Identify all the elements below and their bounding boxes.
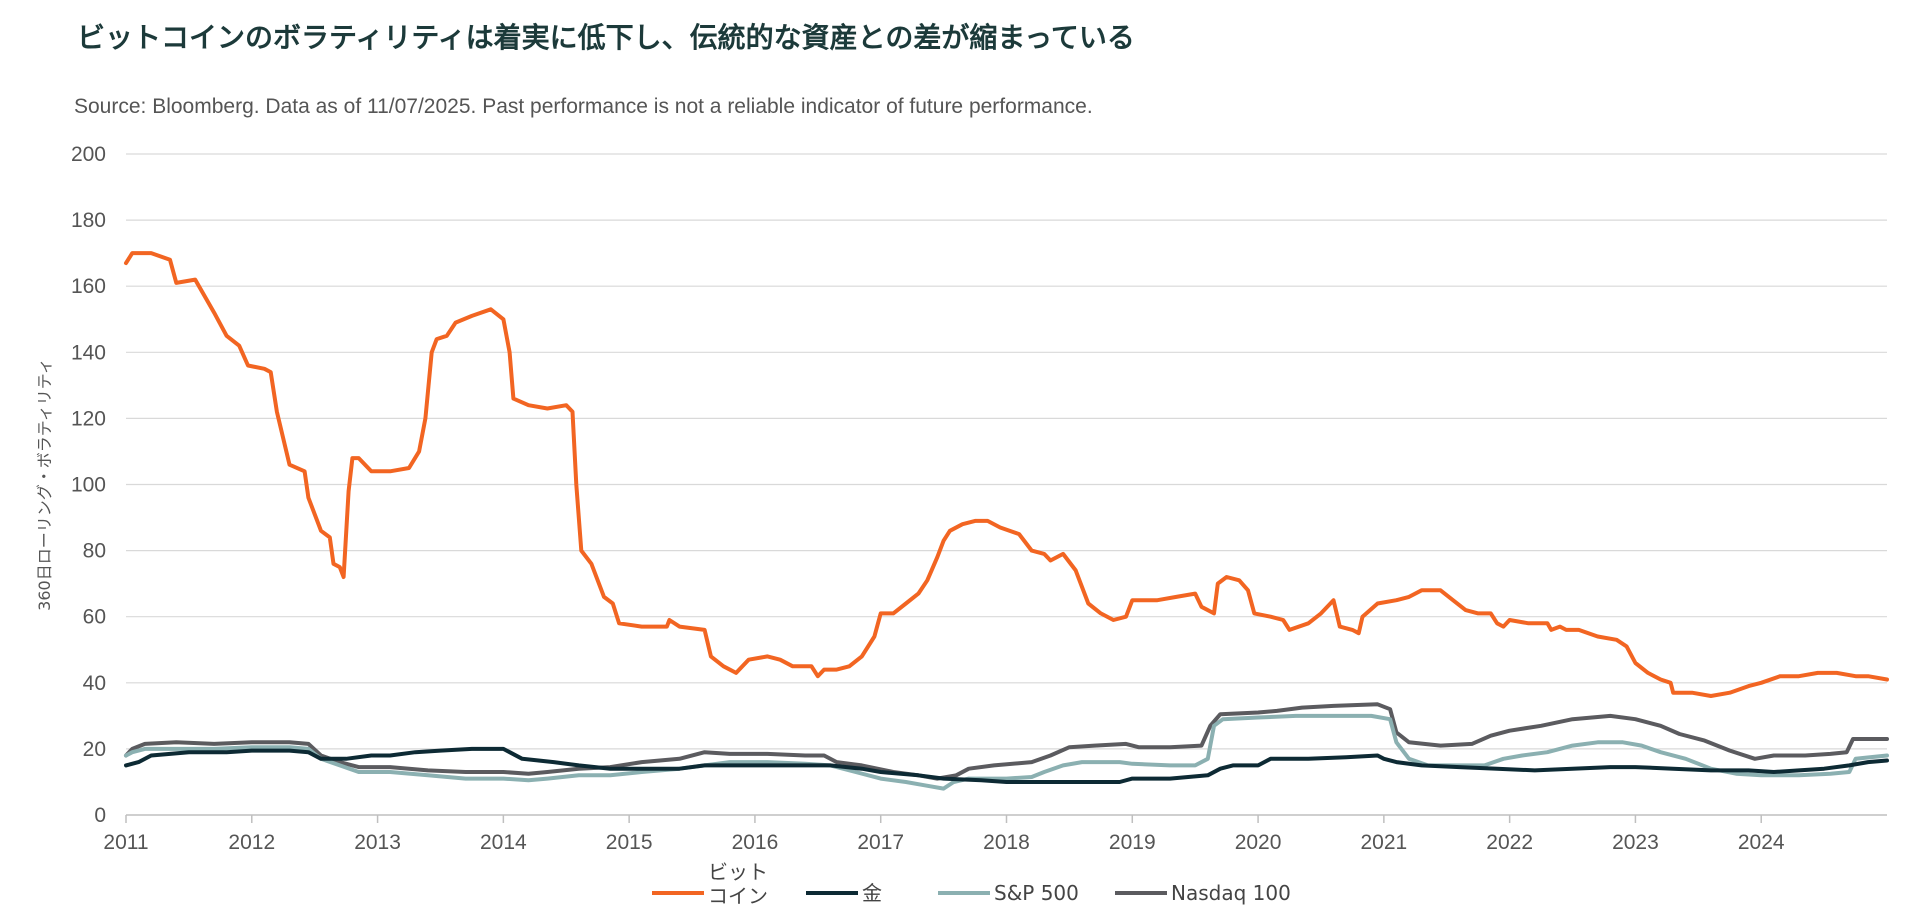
x-tick-label-2015: 2015 <box>606 831 653 854</box>
y-tick-label-20: 20 <box>83 738 106 761</box>
y-tick-label-180: 180 <box>71 209 106 232</box>
legend: ビットコイン 金 S&P 500 Nasdaq 100 <box>652 860 1291 908</box>
series-line-3 <box>124 702 1889 781</box>
chart-source-note: Source: Bloomberg. Data as of 11/07/2025… <box>74 95 1093 118</box>
series-lines <box>124 251 1889 791</box>
chart-title: ビットコインのボラティリティは着実に低下し、伝統的な資産との差が縮まっている <box>77 21 1135 54</box>
x-tick-label-2019: 2019 <box>1109 831 1156 854</box>
series-line-0 <box>124 251 1889 698</box>
legend-label-1: 金 <box>862 881 882 905</box>
gridlines <box>126 153 1887 750</box>
x-tick-label-2013: 2013 <box>354 831 401 854</box>
series-line-2 <box>124 713 1889 791</box>
y-tick-label-0: 0 <box>94 804 106 827</box>
y-tick-label-80: 80 <box>83 540 106 563</box>
y-tick-label-160: 160 <box>71 275 106 298</box>
x-tick-label-2024: 2024 <box>1738 831 1785 854</box>
y-tick-label-40: 40 <box>83 672 106 695</box>
y-tick-label-120: 120 <box>71 407 106 430</box>
y-tick-label-200: 200 <box>71 143 106 166</box>
y-axis-ticks: 0 20 40 60 80 100 120 140 160 180 200 <box>71 143 106 827</box>
x-tick-label-2018: 2018 <box>983 831 1030 854</box>
x-tick-label-2023: 2023 <box>1612 831 1659 854</box>
y-axis-label: 360日ローリング・ボラティリティ <box>35 358 54 611</box>
x-tick-label-2021: 2021 <box>1360 831 1407 854</box>
x-tick-label-2011: 2011 <box>103 831 148 854</box>
x-tick-label-2022: 2022 <box>1486 831 1533 854</box>
legend-label-2: S&P 500 <box>994 881 1079 905</box>
y-tick-label-60: 60 <box>83 606 106 629</box>
legend-label-0: ビットコイン <box>708 860 768 908</box>
series-line-1 <box>124 746 1889 784</box>
x-tick-label-2020: 2020 <box>1235 831 1282 854</box>
y-tick-label-100: 100 <box>71 474 106 497</box>
x-tick-label-2012: 2012 <box>228 831 275 854</box>
x-tick-label-2014: 2014 <box>480 831 527 854</box>
y-tick-label-140: 140 <box>71 341 106 364</box>
x-tick-label-2017: 2017 <box>857 831 904 854</box>
x-tick-label-2016: 2016 <box>732 831 779 854</box>
legend-label-3: Nasdaq 100 <box>1171 881 1291 905</box>
x-axis-ticks: 2011 2012 2013 2014 2015 2016 2017 2018 2019 2020… <box>103 815 1785 854</box>
